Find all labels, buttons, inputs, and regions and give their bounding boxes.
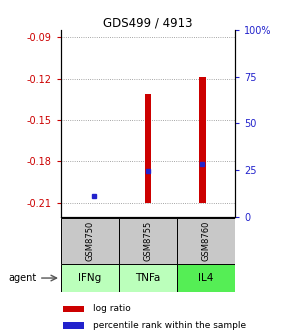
Text: IL4: IL4: [198, 273, 214, 283]
Text: GSM8760: GSM8760: [201, 221, 211, 261]
Bar: [63, 306, 84, 312]
Text: percentile rank within the sample: percentile rank within the sample: [93, 321, 246, 330]
Text: GSM8755: GSM8755: [143, 221, 153, 261]
Text: GSM8750: GSM8750: [85, 221, 95, 261]
Text: agent: agent: [8, 273, 37, 283]
Text: TNFa: TNFa: [135, 273, 161, 283]
Bar: [119, 264, 177, 292]
Bar: [177, 264, 235, 292]
Text: IFNg: IFNg: [78, 273, 102, 283]
Bar: [119, 218, 177, 264]
Bar: [61, 264, 119, 292]
Text: log ratio: log ratio: [93, 304, 130, 313]
Bar: [63, 322, 84, 329]
Bar: [145, 94, 151, 203]
Title: GDS499 / 4913: GDS499 / 4913: [103, 16, 193, 29]
Bar: [177, 218, 235, 264]
Bar: [199, 77, 206, 203]
Bar: [61, 218, 119, 264]
